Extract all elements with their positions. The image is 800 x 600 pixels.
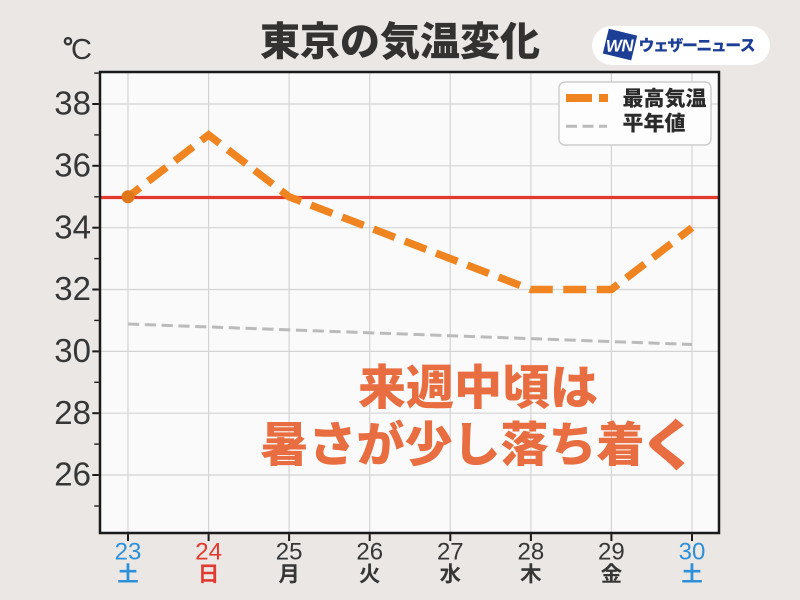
svg-text:36: 36 — [54, 147, 91, 184]
svg-text:29: 29 — [598, 539, 625, 566]
svg-text:24: 24 — [195, 539, 222, 566]
svg-text:30: 30 — [679, 539, 706, 566]
svg-text:28: 28 — [518, 539, 545, 566]
svg-text:25: 25 — [276, 539, 303, 566]
svg-text:38: 38 — [54, 85, 91, 122]
svg-text:26: 26 — [54, 456, 91, 493]
svg-text:WN: WN — [606, 36, 635, 56]
svg-text:30: 30 — [54, 332, 91, 369]
svg-text:C: C — [71, 34, 92, 66]
svg-text:32: 32 — [54, 270, 91, 307]
svg-text:26: 26 — [356, 539, 383, 566]
svg-text:23: 23 — [115, 539, 142, 566]
svg-text:34: 34 — [54, 208, 91, 245]
svg-text:28: 28 — [54, 394, 91, 431]
svg-text:27: 27 — [437, 539, 464, 566]
